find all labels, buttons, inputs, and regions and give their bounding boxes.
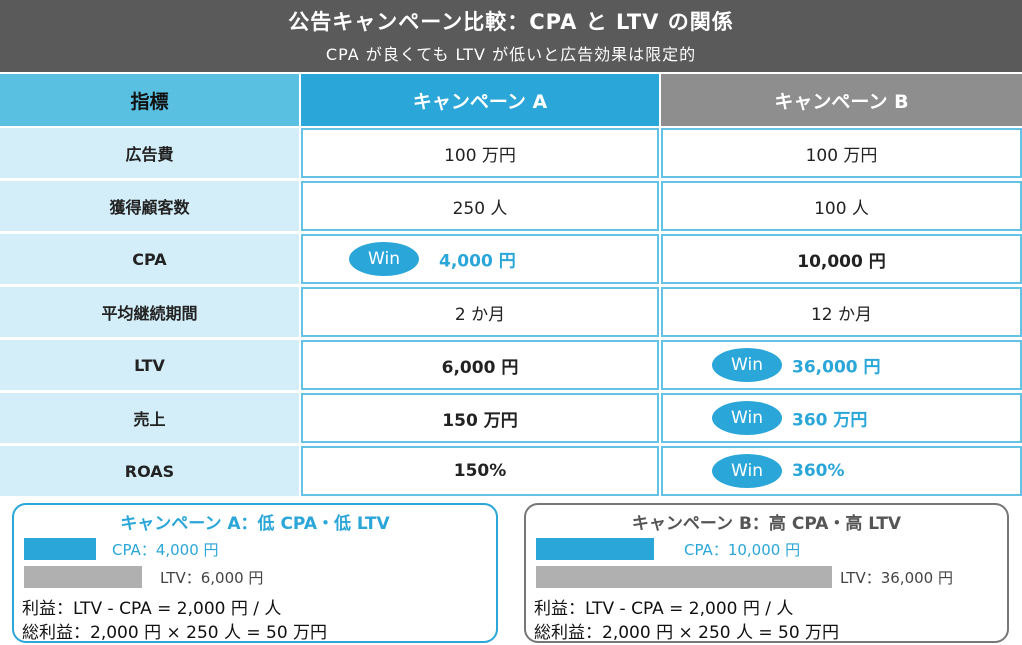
campaign-b-value-cell: Win 36,000 円 (661, 340, 1022, 390)
summary-title-b: キャンペーン B：高 CPA・高 LTV (631, 514, 902, 534)
title-banner: 公告キャンペーン比較：CPA と LTV の関係 CPA が良くても LTV が… (0, 0, 1022, 72)
summary-box-campaign-a: キャンペーン A：低 CPA・低 LTV CPA：4,000 円 LTV：6,0… (12, 503, 498, 643)
metric-label: 平均継続期間 (0, 287, 299, 337)
ltv-label-b: LTV：36,000 円 (840, 569, 953, 587)
campaign-b-value: 100 人 (814, 198, 869, 219)
campaign-a-value: 150 万円 (442, 410, 518, 431)
metric-label: 広告費 (0, 128, 299, 178)
campaign-a-value-cell: 2 か月 (301, 287, 659, 337)
cpa-bar-b (536, 538, 654, 560)
win-badge: Win (712, 348, 782, 382)
ltv-label-a: LTV：6,000 円 (160, 569, 264, 587)
campaign-a-value-cell: 150 万円 (301, 393, 659, 443)
win-badge: Win (712, 454, 782, 488)
table-row: 広告費 100 万円 100 万円 (0, 128, 1022, 178)
campaign-a-value-cell: 150% (301, 446, 659, 496)
campaign-a-value-cell: 250 人 (301, 181, 659, 231)
campaign-b-value-cell: 100 万円 (661, 128, 1022, 178)
campaign-a-value: 100 万円 (444, 145, 516, 166)
campaign-a-value-cell: 100 万円 (301, 128, 659, 178)
win-badge: Win (712, 401, 782, 435)
table-row: ROAS 150% Win 360% (0, 446, 1022, 496)
campaign-b-value-cell: Win 360% (661, 446, 1022, 496)
table-row: CPA Win 4,000 円 10,000 円 (0, 234, 1022, 284)
campaign-a-value: 6,000 円 (441, 357, 519, 378)
campaign-a-value-cell: Win 4,000 円 (301, 234, 659, 284)
page-title: 公告キャンペーン比較：CPA と LTV の関係 (288, 10, 734, 34)
metric-label: 売上 (0, 393, 299, 443)
metric-label: ROAS (0, 446, 299, 496)
total-profit-a: 総利益：2,000 円 × 250 人 = 50 万円 (22, 623, 328, 643)
cpa-bar-a (24, 538, 96, 560)
profit-formula-a: 利益：LTV - CPA = 2,000 円 / 人 (22, 599, 282, 619)
summary-title-a: キャンペーン A：低 CPA・低 LTV (120, 514, 390, 534)
campaign-b-value-cell: 100 人 (661, 181, 1022, 231)
campaign-b-value-cell: 12 か月 (661, 287, 1022, 337)
table-header-row: 指標 キャンペーン A キャンペーン B (0, 74, 1022, 126)
column-header-campaign-b: キャンペーン B (661, 74, 1022, 126)
cpa-label-b: CPA：10,000 円 (684, 541, 801, 559)
page-subtitle: CPA が良くても LTV が低いと広告効果は限定的 (325, 45, 697, 64)
column-header-campaign-a: キャンペーン A (301, 74, 659, 126)
metric-label: 獲得顧客数 (0, 181, 299, 231)
campaign-b-value: 12 か月 (810, 304, 873, 325)
table-row: 獲得顧客数 250 人 100 人 (0, 181, 1022, 231)
metric-label: LTV (0, 340, 299, 390)
table-row: LTV 6,000 円 Win 36,000 円 (0, 340, 1022, 390)
campaign-b-value: 36,000 円 (792, 357, 881, 378)
campaign-b-value: 360% (792, 461, 845, 481)
ltv-bar-a (24, 566, 142, 588)
campaign-b-value: 10,000 円 (797, 251, 886, 272)
win-badge: Win (349, 242, 419, 276)
campaign-a-value-cell: 6,000 円 (301, 340, 659, 390)
campaign-a-value: 4,000 円 (439, 251, 516, 272)
profit-formula-b: 利益：LTV - CPA = 2,000 円 / 人 (534, 599, 794, 619)
cpa-label-a: CPA：4,000 円 (112, 541, 219, 559)
campaign-b-value: 360 万円 (792, 410, 868, 431)
campaign-b-value-cell: Win 360 万円 (661, 393, 1022, 443)
campaign-a-value: 2 か月 (454, 304, 506, 325)
table-row: 売上 150 万円 Win 360 万円 (0, 393, 1022, 443)
campaign-a-value: 150% (453, 461, 507, 481)
total-profit-b: 総利益：2,000 円 × 250 人 = 50 万円 (534, 623, 840, 643)
campaign-a-value: 250 人 (452, 198, 508, 219)
campaign-b-value-cell: 10,000 円 (661, 234, 1022, 284)
campaign-b-value: 100 万円 (805, 145, 878, 166)
column-header-metric: 指標 (0, 74, 299, 126)
metric-label: CPA (0, 234, 299, 284)
summary-box-campaign-b: キャンペーン B：高 CPA・高 LTV CPA：10,000 円 LTV：36… (524, 503, 1009, 643)
table-row: 平均継続期間 2 か月 12 か月 (0, 287, 1022, 337)
ltv-bar-b (536, 566, 832, 588)
